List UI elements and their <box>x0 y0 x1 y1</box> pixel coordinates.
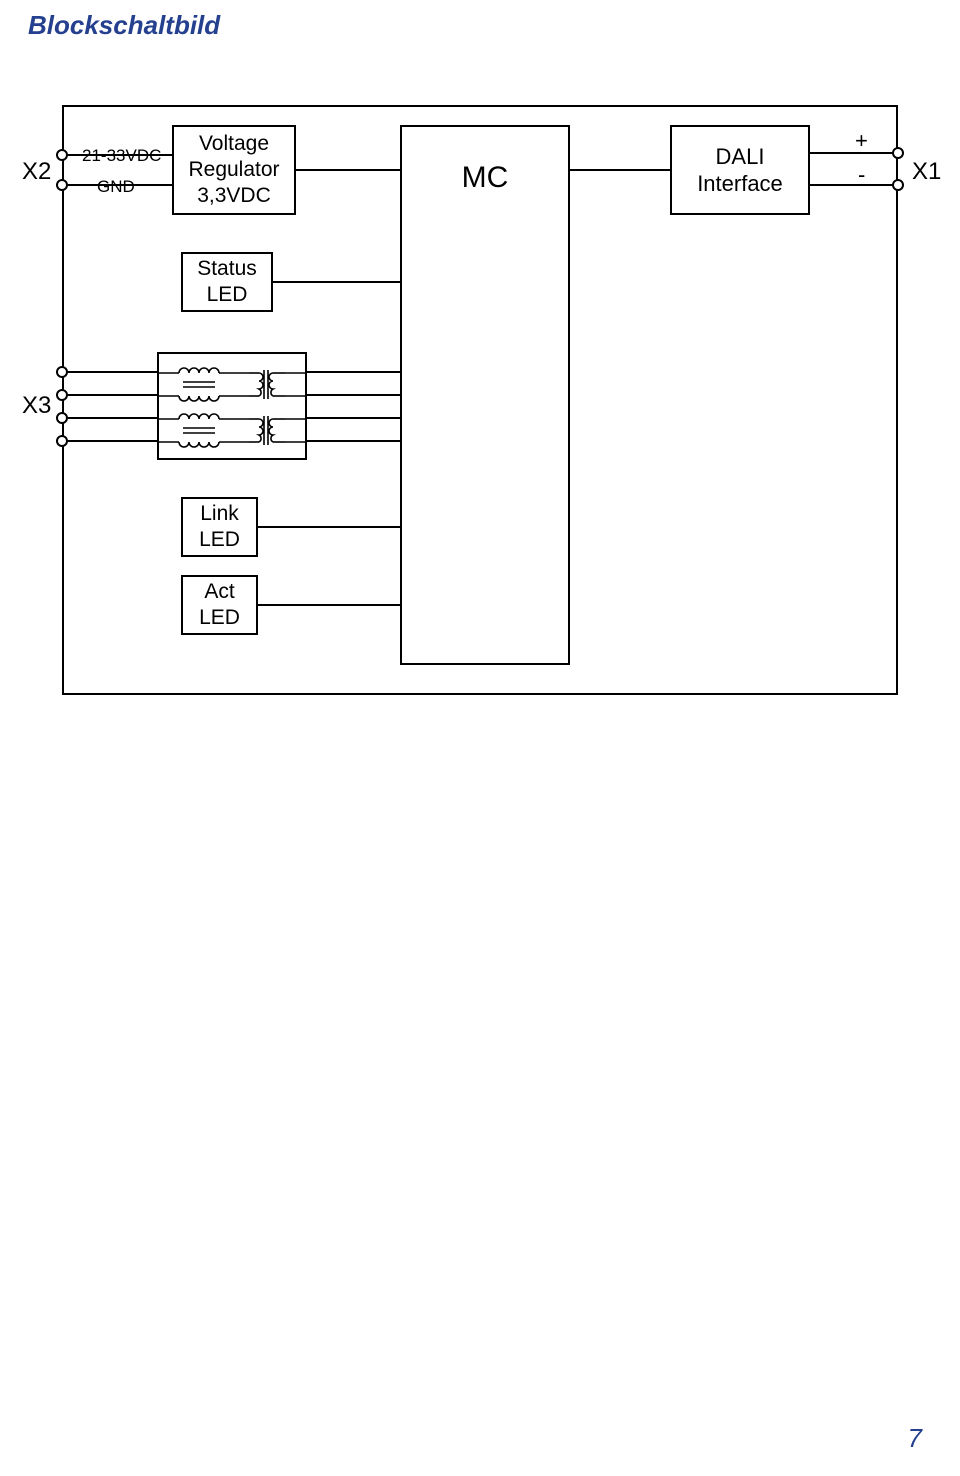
statusled-line1: Status <box>197 257 257 280</box>
wire-x3-1 <box>68 371 158 373</box>
wire-x2-bot <box>68 184 172 186</box>
x1-pin-minus: - <box>858 162 865 188</box>
wire-dali-x1-top <box>810 152 892 154</box>
vreg-line3: 3,3VDC <box>197 184 271 207</box>
wire-actled-mc <box>258 604 400 606</box>
x3-connector-label: X3 <box>22 392 51 421</box>
actled-line1: Act <box>204 580 234 603</box>
x2-port-top <box>56 149 68 161</box>
dali-interface-block: DALI Interface <box>670 125 810 215</box>
wire-dali-x1-bot <box>810 184 892 186</box>
vreg-line2: Regulator <box>188 158 279 181</box>
link-led-block: Link LED <box>181 497 258 557</box>
x1-pin-plus: + <box>855 128 868 154</box>
vreg-line1: Voltage <box>199 132 269 155</box>
x1-port-top <box>892 147 904 159</box>
x2-connector-label: X2 <box>22 158 51 187</box>
wire-x2-top <box>68 154 172 156</box>
x3-port-4 <box>56 435 68 447</box>
mc-label: MC <box>462 159 509 197</box>
wire-xfmr-mc-1 <box>307 371 400 373</box>
x2-port-bot <box>56 179 68 191</box>
statusled-line2: LED <box>207 283 248 306</box>
mc-block: MC <box>400 125 570 665</box>
x2-pin2-label: GND <box>97 177 135 197</box>
voltage-regulator-block: Voltage Regulator 3,3VDC <box>172 125 296 215</box>
status-led-block: Status LED <box>181 252 273 312</box>
page-number: 7 <box>908 1423 922 1454</box>
wire-xfmr-mc-2 <box>307 394 400 396</box>
wire-x3-3 <box>68 417 158 419</box>
x1-port-bot <box>892 179 904 191</box>
wire-x3-4 <box>68 440 158 442</box>
x3-port-2 <box>56 389 68 401</box>
wire-x3-2 <box>68 394 158 396</box>
wire-xfmr-mc-3 <box>307 417 400 419</box>
x1-connector-label: X1 <box>912 158 941 187</box>
wire-statusled-mc <box>273 281 400 283</box>
transformer-block <box>157 352 307 460</box>
actled-line2: LED <box>199 606 240 629</box>
dali-line2: Interface <box>697 171 783 196</box>
wire-mc-dali <box>570 169 670 171</box>
x3-port-3 <box>56 412 68 424</box>
page-title: Blockschaltbild <box>28 10 220 41</box>
x3-port-1 <box>56 366 68 378</box>
linkled-line2: LED <box>199 528 240 551</box>
x2-pin1-label: 21-33VDC <box>82 146 161 166</box>
wire-vreg-mc <box>296 169 400 171</box>
linkled-line1: Link <box>200 502 239 525</box>
dali-line1: DALI <box>716 144 765 169</box>
wire-xfmr-mc-4 <box>307 440 400 442</box>
act-led-block: Act LED <box>181 575 258 635</box>
wire-linkled-mc <box>258 526 400 528</box>
